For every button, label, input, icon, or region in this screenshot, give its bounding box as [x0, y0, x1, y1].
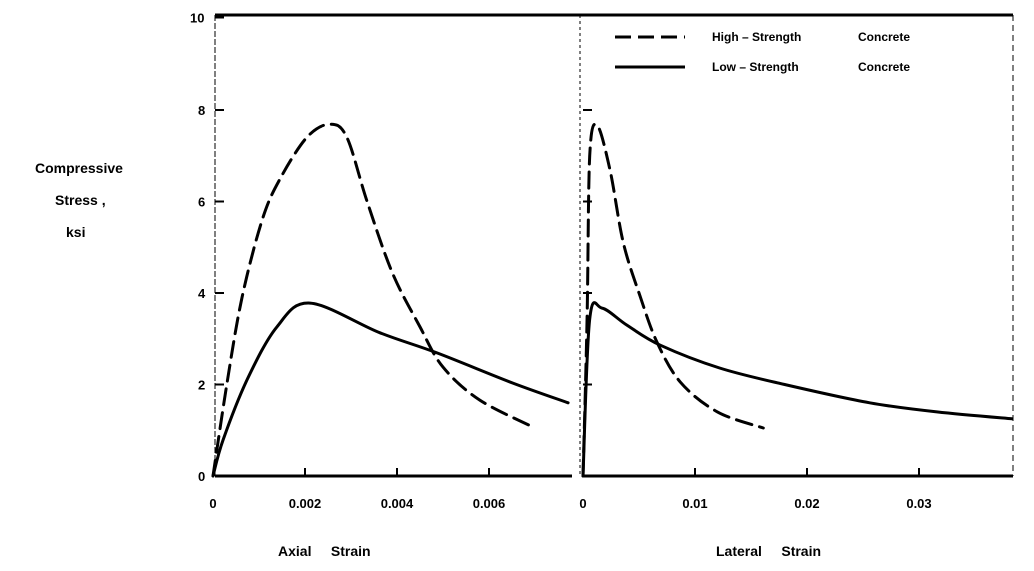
y-tick-label: 4	[198, 286, 206, 301]
x-tick-label: 0.006	[473, 496, 506, 511]
lateral-low-strength-curve	[581, 301, 1014, 478]
y-tick-label: 8	[198, 103, 205, 118]
y-axis-title-line-2: Stress ,	[55, 192, 106, 208]
legend-label-low-concrete: Concrete	[858, 60, 910, 74]
curves	[211, 122, 1014, 478]
y-axis-title: Compressive Stress , ksi	[35, 160, 123, 240]
x-axis-title-axial: Axial Strain	[278, 543, 371, 559]
y-tick-label: 2	[198, 378, 205, 393]
x-tick-label: 0.03	[906, 496, 931, 511]
legend: High – Strength Concrete Low – Strength …	[615, 30, 910, 74]
x-tick-label: 0	[579, 496, 586, 511]
lateral-high-strength-curve	[581, 122, 765, 478]
legend-label-high-concrete: Concrete	[858, 30, 910, 44]
x-axis-title-lateral: Lateral Strain	[716, 543, 821, 559]
y-tick-label: 10	[190, 11, 204, 26]
x-tick-label: 0	[209, 496, 216, 511]
y-axis-title-line-3: ksi	[66, 224, 85, 240]
x-tick-label: 0.02	[794, 496, 819, 511]
x-tick-label: 0.002	[289, 496, 322, 511]
axial-low-strength-curve	[211, 301, 570, 478]
y-tick-label: 0	[198, 469, 205, 484]
x-tick-label: 0.01	[682, 496, 707, 511]
y-tick-label: 6	[198, 195, 205, 210]
y-axis-title-line-1: Compressive	[35, 160, 123, 176]
legend-label-high: High – Strength	[712, 30, 801, 44]
x-tick-label: 0.004	[381, 496, 414, 511]
axial-high-strength-curve	[211, 122, 537, 478]
legend-label-low: Low – Strength	[712, 60, 799, 74]
axes: 0 2 4 6 8 10 0 0.002 0.004 0.006 0 0.01 0.02 0.03	[190, 11, 1014, 511]
